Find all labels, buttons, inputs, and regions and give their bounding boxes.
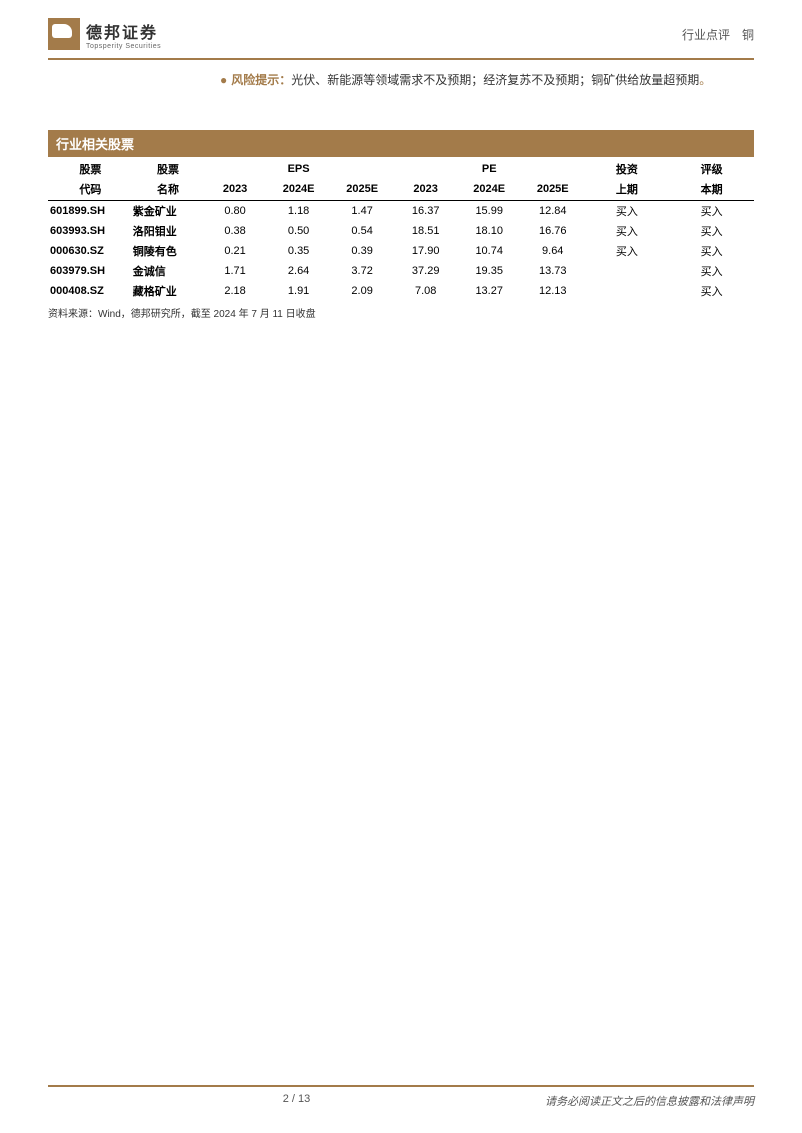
cell-eps2023: 0.21 bbox=[203, 241, 267, 261]
cell-eps2025e: 0.54 bbox=[330, 221, 394, 241]
header-divider bbox=[48, 58, 754, 60]
page-footer: 2 / 13 请务必阅读正文之后的信息披露和法律声明 bbox=[48, 1085, 754, 1109]
cell-name: 金诚信 bbox=[133, 261, 204, 281]
cell-pe2023: 16.37 bbox=[394, 201, 458, 222]
cell-pe2023: 37.29 bbox=[394, 261, 458, 281]
cell-curr: 买入 bbox=[669, 281, 754, 301]
cell-pe2024e: 10.74 bbox=[457, 241, 521, 261]
bullet-icon: ● bbox=[220, 73, 227, 87]
table-header-sub-row: 代码 名称 2023 2024E 2025E 2023 2024E 2025E … bbox=[48, 179, 754, 201]
stocks-table: 股票 股票 EPS PE 投资 评级 代码 名称 2023 2024E 2025… bbox=[48, 157, 754, 301]
cell-code: 603979.SH bbox=[48, 261, 133, 281]
risk-label: 风险提示： bbox=[231, 73, 291, 87]
cell-code: 601899.SH bbox=[48, 201, 133, 222]
cell-curr: 买入 bbox=[669, 261, 754, 281]
cell-eps2024e: 0.35 bbox=[267, 241, 331, 261]
cell-code: 000630.SZ bbox=[48, 241, 133, 261]
cell-curr: 买入 bbox=[669, 201, 754, 222]
th-eps-group: EPS bbox=[203, 157, 394, 179]
stocks-tbody: 601899.SH紫金矿业0.801.181.4716.3715.9912.84… bbox=[48, 201, 754, 302]
footer-row: 2 / 13 请务必阅读正文之后的信息披露和法律声明 bbox=[48, 1093, 754, 1109]
risk-period: 。 bbox=[699, 73, 711, 87]
th-eps-2023: 2023 bbox=[203, 179, 267, 201]
th-prev: 上期 bbox=[585, 179, 670, 201]
cell-code: 603993.SH bbox=[48, 221, 133, 241]
th-eps-2025e: 2025E bbox=[330, 179, 394, 201]
cell-pe2025e: 16.76 bbox=[521, 221, 585, 241]
cell-pe2023: 17.90 bbox=[394, 241, 458, 261]
cell-eps2024e: 0.50 bbox=[267, 221, 331, 241]
cell-eps2024e: 1.91 bbox=[267, 281, 331, 301]
cell-curr: 买入 bbox=[669, 241, 754, 261]
cell-pe2025e: 12.13 bbox=[521, 281, 585, 301]
cell-eps2023: 2.18 bbox=[203, 281, 267, 301]
th-pe-2023: 2023 bbox=[394, 179, 458, 201]
th-code: 代码 bbox=[48, 179, 133, 201]
th-curr: 本期 bbox=[669, 179, 754, 201]
th-eps-2024e: 2024E bbox=[267, 179, 331, 201]
cell-eps2024e: 2.64 bbox=[267, 261, 331, 281]
cell-pe2025e: 12.84 bbox=[521, 201, 585, 222]
logo-icon bbox=[48, 18, 80, 50]
cell-pe2025e: 9.64 bbox=[521, 241, 585, 261]
th-name: 名称 bbox=[133, 179, 204, 201]
header-category: 行业点评 铜 bbox=[682, 26, 754, 43]
cell-name: 紫金矿业 bbox=[133, 201, 204, 222]
cell-eps2025e: 0.39 bbox=[330, 241, 394, 261]
cell-prev: 买入 bbox=[585, 221, 670, 241]
cell-pe2024e: 13.27 bbox=[457, 281, 521, 301]
th-pe-group: PE bbox=[394, 157, 585, 179]
section-title-bar: 行业相关股票 bbox=[48, 130, 754, 157]
cell-pe2023: 18.51 bbox=[394, 221, 458, 241]
cell-eps2024e: 1.18 bbox=[267, 201, 331, 222]
th-name-group: 股票 bbox=[133, 157, 204, 179]
cell-name: 洛阳钼业 bbox=[133, 221, 204, 241]
risk-body: 光伏、新能源等领域需求不及预期；经济复苏不及预期；铜矿供给放量超预期 bbox=[291, 73, 699, 87]
logo-cn: 德邦证券 bbox=[86, 19, 161, 43]
table-row: 603979.SH金诚信1.712.643.7237.2919.3513.73 买… bbox=[48, 261, 754, 281]
cell-prev: 买入 bbox=[585, 201, 670, 222]
cell-prev: 买入 bbox=[585, 241, 670, 261]
stocks-table-wrap: 股票 股票 EPS PE 投资 评级 代码 名称 2023 2024E 2025… bbox=[48, 157, 754, 301]
cell-prev bbox=[585, 281, 670, 301]
cell-code: 000408.SZ bbox=[48, 281, 133, 301]
th-rating-group: 评级 bbox=[669, 157, 754, 179]
cell-name: 铜陵有色 bbox=[133, 241, 204, 261]
cell-eps2023: 0.80 bbox=[203, 201, 267, 222]
cell-eps2025e: 3.72 bbox=[330, 261, 394, 281]
table-row: 000408.SZ藏格矿业2.181.912.097.0813.2712.13 买… bbox=[48, 281, 754, 301]
page-number: 2 / 13 bbox=[283, 1093, 311, 1109]
th-code-group: 股票 bbox=[48, 157, 133, 179]
footer-divider bbox=[48, 1085, 754, 1087]
th-pe-2025e: 2025E bbox=[521, 179, 585, 201]
logo-block: 德邦证券 Topsperity Securities bbox=[48, 18, 161, 50]
page-header: 德邦证券 Topsperity Securities 行业点评 铜 bbox=[0, 0, 802, 58]
table-row: 601899.SH紫金矿业0.801.181.4716.3715.9912.84… bbox=[48, 201, 754, 222]
table-header-group-row: 股票 股票 EPS PE 投资 评级 bbox=[48, 157, 754, 179]
cell-prev bbox=[585, 261, 670, 281]
cell-pe2025e: 13.73 bbox=[521, 261, 585, 281]
cell-eps2025e: 1.47 bbox=[330, 201, 394, 222]
th-invest-group: 投资 bbox=[585, 157, 670, 179]
risk-warning: ● 风险提示：光伏、新能源等领域需求不及预期；经济复苏不及预期；铜矿供给放量超预期… bbox=[220, 70, 754, 90]
source-note: 资料来源：Wind，德邦研究所，截至 2024 年 7 月 11 日收盘 bbox=[48, 305, 754, 320]
cell-pe2024e: 19.35 bbox=[457, 261, 521, 281]
table-row: 603993.SH洛阳钼业0.380.500.5418.5118.1016.76… bbox=[48, 221, 754, 241]
logo-en: Topsperity Securities bbox=[86, 43, 161, 50]
th-pe-2024e: 2024E bbox=[457, 179, 521, 201]
cell-curr: 买入 bbox=[669, 221, 754, 241]
cell-eps2023: 0.38 bbox=[203, 221, 267, 241]
cell-pe2023: 7.08 bbox=[394, 281, 458, 301]
table-row: 000630.SZ铜陵有色0.210.350.3917.9010.749.64买… bbox=[48, 241, 754, 261]
cell-eps2025e: 2.09 bbox=[330, 281, 394, 301]
cell-name: 藏格矿业 bbox=[133, 281, 204, 301]
cell-pe2024e: 15.99 bbox=[457, 201, 521, 222]
cell-eps2023: 1.71 bbox=[203, 261, 267, 281]
cell-pe2024e: 18.10 bbox=[457, 221, 521, 241]
footer-disclaimer: 请务必阅读正文之后的信息披露和法律声明 bbox=[545, 1093, 754, 1109]
logo-text: 德邦证券 Topsperity Securities bbox=[86, 19, 161, 50]
